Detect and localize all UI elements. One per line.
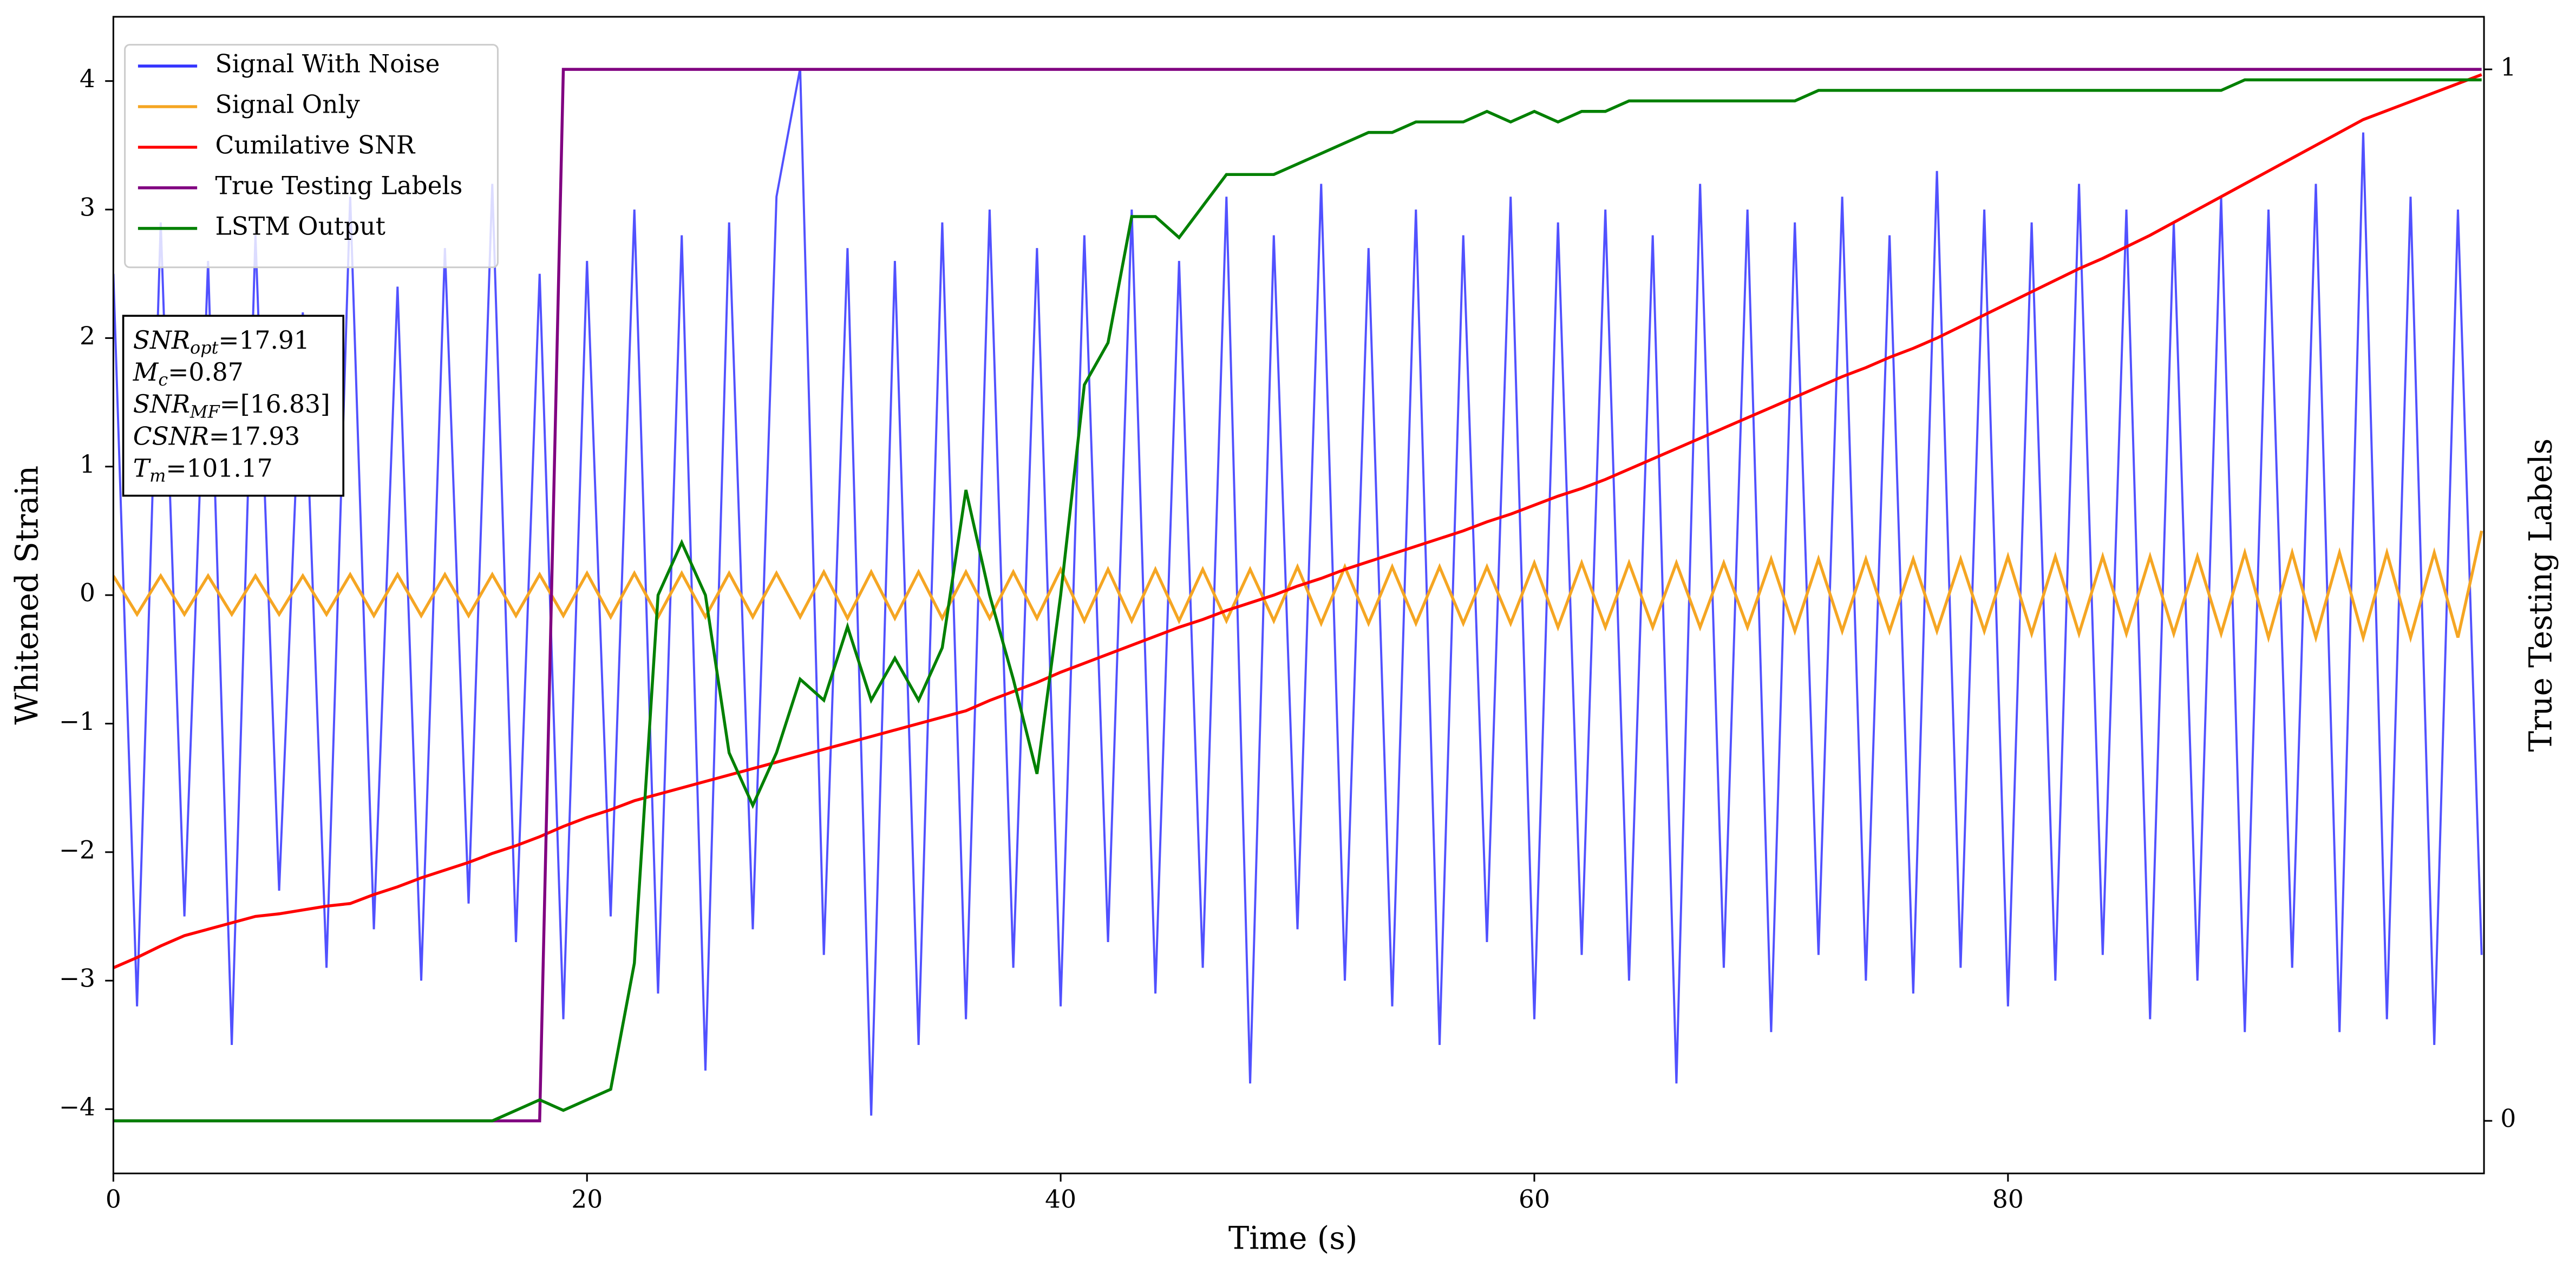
y2-tick-label: 1 [2500,53,2516,82]
annotation-value: =101.17 [166,454,272,482]
legend-label: Signal Only [215,90,360,119]
y-axis-label: Whitened Strain [9,466,45,725]
annotation-symbol: T [133,454,152,482]
x-tick-label: 0 [106,1185,121,1213]
x-axis-label: Time (s) [1228,1220,1358,1257]
annotation-line: SNRMF=[16.83] [133,390,330,422]
annotation-value: =17.93 [209,422,300,450]
annotation-symbol: SNR [133,325,190,354]
legend-label: Cumilative SNR [215,130,416,159]
annotation-subscript: c [158,369,168,390]
y-tick-label: 2 [80,322,95,350]
annotation-line: SNRopt=17.91 [133,325,310,357]
x-tick-label: 20 [571,1185,603,1213]
annotation-subscript: MF [189,401,221,422]
y-tick-label: −1 [59,707,95,736]
series-line [113,68,2482,1122]
x-tick-label: 60 [1519,1185,1550,1213]
annotation-symbol: SNR [133,390,190,419]
series-line [113,73,2482,969]
y-tick-label: 0 [80,579,95,607]
series-line [113,78,2482,1122]
x-tick-label: 80 [1992,1185,2024,1213]
annotation-value: =0.87 [168,357,243,386]
annotation-line: CSNR=17.93 [133,422,300,450]
annotation-symbol: CSNR [133,422,209,450]
y-tick-label: −4 [59,1093,95,1121]
y-tick-label: −2 [59,835,95,864]
y-tick-label: 3 [80,193,95,222]
annotation-value: =17.91 [218,325,309,354]
y-tick-label: −3 [59,964,95,993]
y2-axis-label: True Testing Labels [2522,439,2559,752]
annotation-value: =[16.83] [220,390,330,419]
y-tick-label: 4 [80,64,95,93]
legend-label: LSTM Output [215,212,385,240]
annotation-box [122,315,345,497]
series-line [113,530,2483,643]
y-tick-label: 1 [80,450,95,479]
x-tick-label: 40 [1045,1185,1076,1213]
annotation-subscript: opt [190,337,219,357]
series-line [113,68,2483,1116]
y2-tick-label: 0 [2500,1105,2516,1133]
legend-box [124,44,499,269]
legend-label: Signal With Noise [215,50,440,79]
annotation-subscript: m [149,465,166,486]
legend-label: True Testing Labels [215,171,463,200]
annotation-symbol: M [133,357,159,386]
annotation-line: Mc=0.87 [133,357,244,389]
annotation-line: Tm=101.17 [133,454,273,486]
